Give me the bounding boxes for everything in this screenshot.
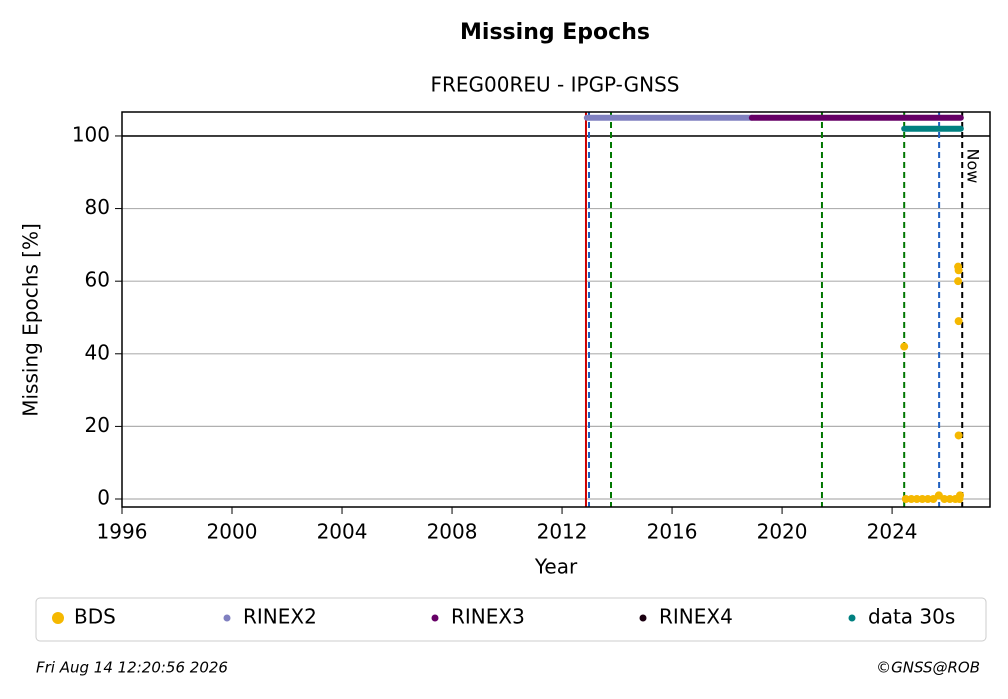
legend-label: data 30s (868, 605, 955, 629)
legend-marker (848, 614, 856, 622)
data-point (907, 495, 916, 504)
data-point (940, 495, 949, 504)
data-point (901, 495, 910, 504)
x-tick-label: 2012 (537, 520, 588, 544)
x-tick-label: 2020 (757, 520, 808, 544)
y-tick-label: 80 (85, 195, 110, 219)
y-axis-label: Missing Epochs [%] (19, 223, 43, 417)
y-tick-label: 0 (97, 486, 110, 510)
legend-label: RINEX3 (451, 605, 525, 629)
plot-frame (121, 111, 991, 508)
x-axis-label: Year (534, 555, 578, 579)
y-tick-label: 40 (85, 340, 110, 364)
y-tick-label: 20 (85, 413, 110, 437)
x-tick-label: 2008 (427, 520, 478, 544)
data-point (954, 317, 963, 326)
data-point (923, 495, 932, 504)
legend-marker (431, 614, 439, 622)
data-point (954, 266, 963, 275)
legend-box (35, 597, 987, 642)
y-tick-label: 100 (72, 122, 110, 146)
data-point (918, 495, 927, 504)
data-point (912, 495, 921, 504)
data-point (945, 495, 954, 504)
x-tick-label: 1996 (97, 520, 148, 544)
data-point (954, 431, 963, 440)
footer-credit: ©GNSS@ROB (876, 659, 980, 677)
chart-title: Missing Epochs (460, 20, 650, 45)
legend-label: RINEX2 (243, 605, 317, 629)
event-label: Now (964, 149, 983, 184)
legend-marker (223, 614, 231, 622)
x-tick-label: 2024 (867, 520, 918, 544)
data-point (954, 277, 963, 286)
data-point (900, 342, 909, 351)
x-tick-label: 2004 (317, 520, 368, 544)
x-tick-label: 2000 (207, 520, 258, 544)
data-point (956, 491, 965, 500)
legend-label: BDS (74, 605, 116, 629)
legend-marker (639, 614, 647, 622)
x-tick-label: 2016 (647, 520, 698, 544)
legend-label: RINEX4 (659, 605, 733, 629)
footer-date: Fri Aug 14 12:20:56 2026 (36, 659, 228, 677)
chart-subtitle: FREG00REU - IPGP-GNSS (431, 73, 680, 97)
legend-marker (52, 612, 64, 624)
y-tick-label: 60 (85, 268, 110, 292)
